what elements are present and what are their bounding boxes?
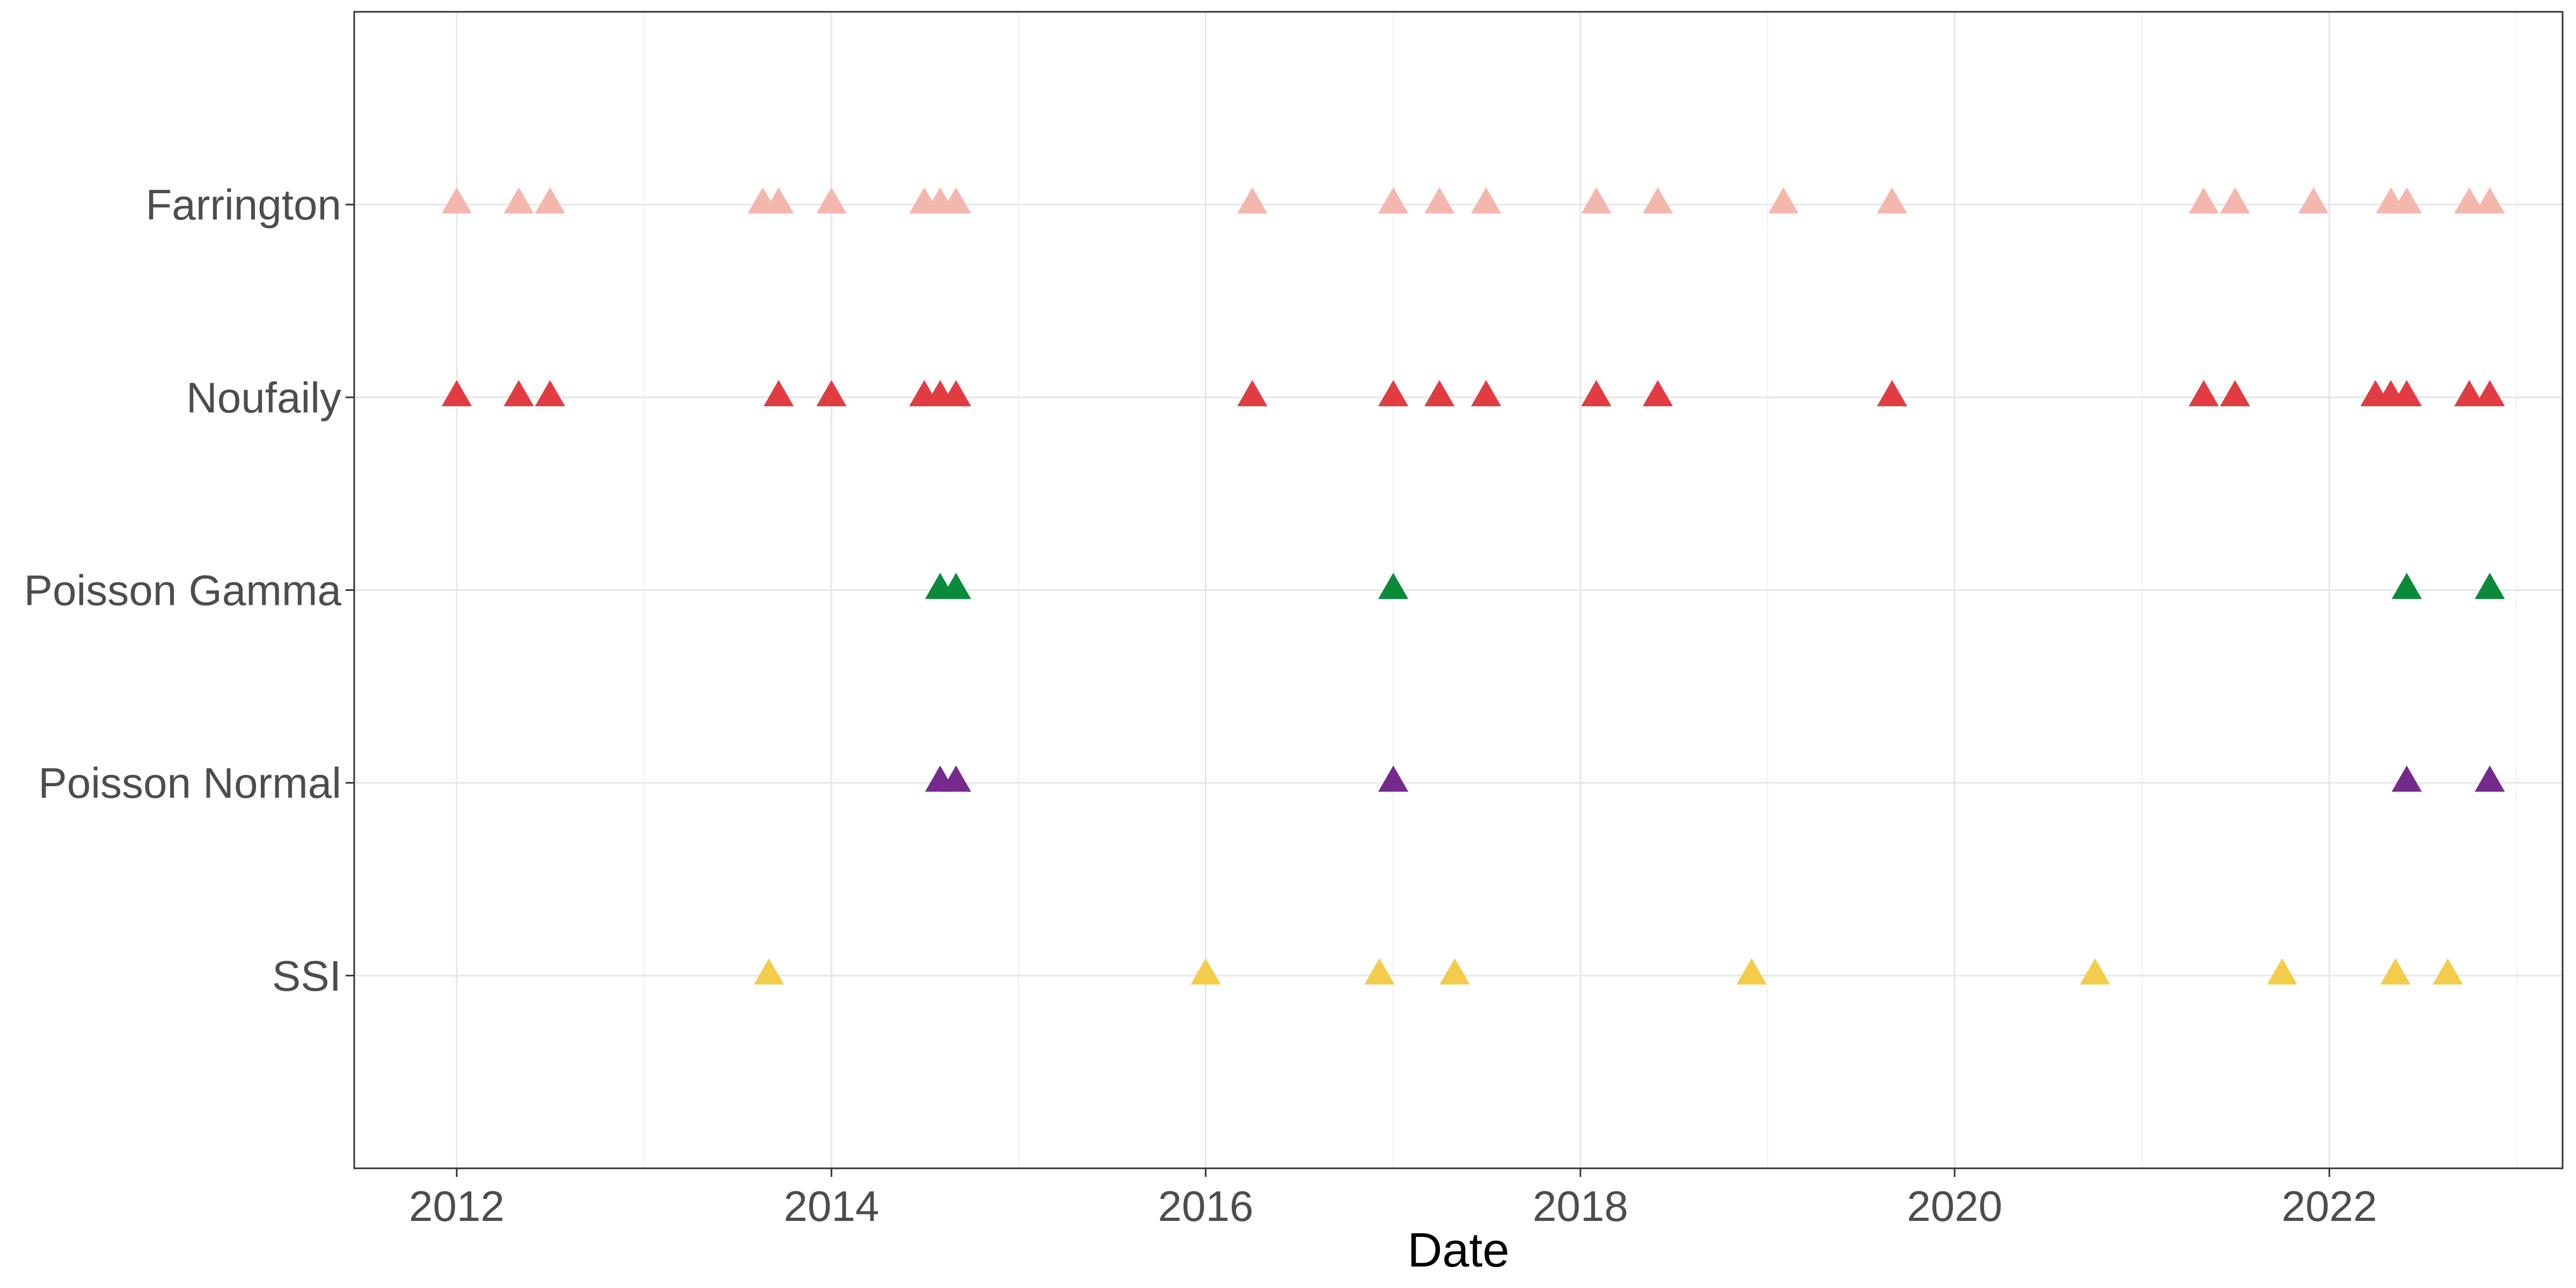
data-point-noufaily	[2454, 380, 2485, 406]
data-point-noufaily	[1237, 380, 1268, 406]
x-axis: 2012 2014 2016 2018 2020 2022	[409, 1168, 2377, 1230]
data-point-farrington	[1581, 187, 1612, 214]
data-point-noufaily	[941, 380, 971, 406]
data-point-poisson-normal	[941, 765, 971, 792]
data-point-noufaily	[1642, 380, 1673, 406]
data-point-farrington	[1237, 187, 1268, 214]
x-axis-title: Date	[1407, 1224, 1509, 1277]
data-point-farrington	[1642, 187, 1673, 214]
data-point-noufaily	[2189, 380, 2219, 406]
x-tick-label: 2020	[1907, 1182, 2002, 1230]
x-tick-label: 2014	[784, 1182, 879, 1230]
data-point-farrington	[2391, 187, 2422, 214]
data-point-farrington	[441, 187, 472, 214]
data-point-ssi	[1439, 958, 1470, 985]
data-point-poisson-normal	[2475, 765, 2505, 792]
y-tick-label: Poisson Gamma	[24, 567, 342, 614]
data-point-farrington	[941, 187, 971, 214]
data-point-noufaily	[816, 380, 847, 406]
data-point-farrington	[535, 187, 565, 214]
data-point-noufaily	[1877, 380, 1907, 406]
data-point-poisson-gamma	[2391, 573, 2422, 599]
y-tick-label: SSI	[272, 952, 341, 1000]
data-point-poisson-normal	[1378, 765, 1409, 792]
data-point-farrington	[763, 187, 794, 214]
data-point-farrington	[1424, 187, 1455, 214]
data-point-poisson-gamma	[1378, 573, 1409, 599]
data-point-farrington	[816, 187, 847, 214]
data-point-noufaily	[2220, 380, 2250, 406]
grid-layer	[354, 12, 2563, 1168]
data-point-noufaily	[2475, 380, 2505, 406]
data-point-farrington	[503, 187, 534, 214]
x-tick-label: 2012	[409, 1182, 504, 1230]
data-point-farrington	[2475, 187, 2505, 214]
y-tick-label: Farrington	[145, 181, 341, 229]
y-tick-label: Poisson Normal	[38, 759, 341, 807]
data-point-noufaily	[1378, 380, 1409, 406]
data-point-farrington	[1378, 187, 1409, 214]
data-point-farrington	[2298, 187, 2329, 214]
x-tick-label: 2018	[1533, 1182, 1628, 1230]
data-point-poisson-normal	[2391, 765, 2422, 792]
data-point-farrington	[1471, 187, 1502, 214]
data-point-ssi	[1736, 958, 1767, 985]
data-point-noufaily	[441, 380, 472, 406]
data-point-ssi	[2380, 958, 2411, 985]
data-point-noufaily	[2391, 380, 2422, 406]
data-point-farrington	[2189, 187, 2219, 214]
data-point-poisson-gamma	[2475, 573, 2505, 599]
data-point-noufaily	[535, 380, 565, 406]
data-point-ssi	[2080, 958, 2110, 985]
data-point-noufaily	[763, 380, 794, 406]
data-point-farrington	[1768, 187, 1799, 214]
data-point-poisson-gamma	[941, 573, 971, 599]
data-point-noufaily	[1424, 380, 1455, 406]
data-point-ssi	[753, 958, 784, 985]
data-point-noufaily	[1471, 380, 1502, 406]
x-tick-label: 2022	[2281, 1182, 2377, 1230]
y-axis: SSI Poisson Normal Poisson Gamma Noufaily Fa…	[24, 181, 354, 1000]
x-tick-label: 2016	[1158, 1182, 1254, 1230]
data-point-farrington	[2454, 187, 2485, 214]
data-point-ssi	[1364, 958, 1395, 985]
data-point-noufaily	[503, 380, 534, 406]
data-point-ssi	[2267, 958, 2297, 985]
marks-layer	[441, 187, 2505, 985]
data-point-ssi	[1190, 958, 1221, 985]
data-point-farrington	[2220, 187, 2250, 214]
y-tick-label: Noufaily	[186, 374, 341, 421]
data-point-farrington	[1877, 187, 1907, 214]
data-point-ssi	[2432, 958, 2463, 985]
data-point-noufaily	[1581, 380, 1612, 406]
